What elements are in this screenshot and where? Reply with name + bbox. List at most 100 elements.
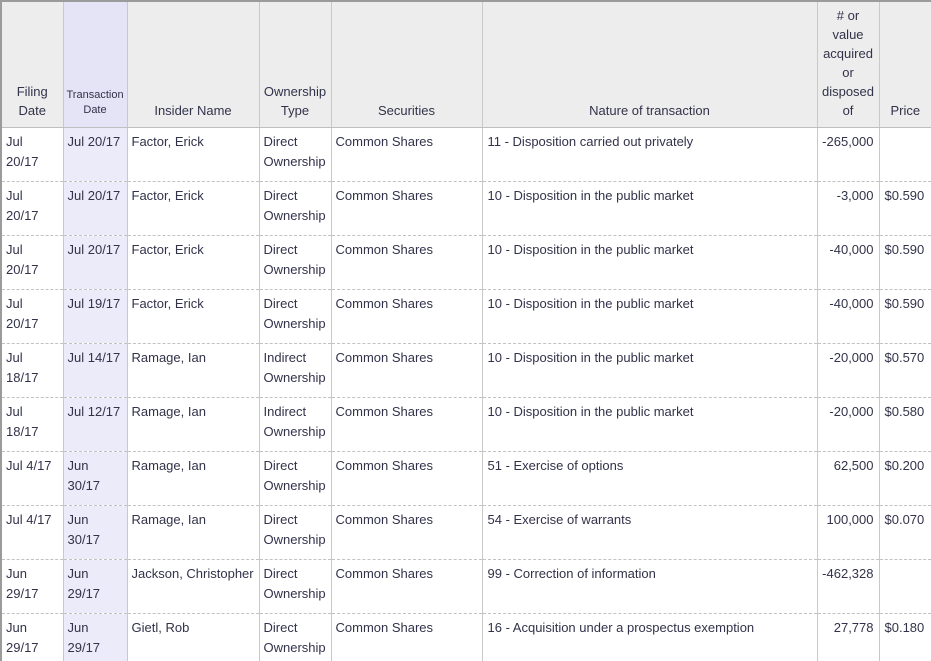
table-row: Jul 20/17 Jul 20/17 Factor, Erick Direct Ow… (1, 127, 931, 182)
col-header-ownership-type: Ownership Type (258, 1, 331, 128)
cell-nature: 11 - Disposition carried out privately (481, 127, 817, 182)
cell-amount: -20,000 (816, 397, 879, 452)
cell-amount: -3,000 (816, 181, 879, 236)
cell-ownership-type: Indirect Ownership (258, 397, 331, 452)
cell-securities: Common Shares (330, 181, 482, 236)
table-row: Jul 18/17 Jul 14/17 Ramage, Ian Indirect Ow… (1, 343, 931, 398)
cell-securities: Common Shares (330, 343, 482, 398)
cell-transaction-date: Jul 12/17 (62, 397, 127, 452)
cell-nature: 54 - Exercise of warrants (481, 505, 817, 560)
cell-price: $0.200 (878, 451, 931, 506)
col-header-securities: Securities (330, 1, 482, 128)
cell-transaction-date: Jun 29/17 (62, 559, 127, 614)
cell-ownership-type: Direct Ownership (258, 451, 331, 506)
col-header-price: Price (878, 1, 931, 128)
cell-price: $0.180 (878, 613, 931, 661)
cell-transaction-date: Jul 19/17 (62, 289, 127, 344)
cell-amount: -265,000 (816, 127, 879, 182)
cell-amount: 62,500 (816, 451, 879, 506)
cell-ownership-type: Direct Ownership (258, 613, 331, 661)
cell-amount: -40,000 (816, 289, 879, 344)
cell-amount: -20,000 (816, 343, 879, 398)
cell-insider-name: Ramage, Ian (126, 451, 259, 506)
cell-ownership-type: Direct Ownership (258, 181, 331, 236)
cell-filing-date: Jul 20/17 (1, 289, 63, 344)
cell-nature: 10 - Disposition in the public market (481, 181, 817, 236)
col-header-nature: Nature of transaction (481, 1, 817, 128)
cell-filing-date: Jul 18/17 (1, 397, 63, 452)
cell-ownership-type: Direct Ownership (258, 127, 331, 182)
cell-securities: Common Shares (330, 397, 482, 452)
cell-nature: 16 - Acquisition under a prospectus exem… (481, 613, 817, 661)
cell-nature: 10 - Disposition in the public market (481, 235, 817, 290)
cell-amount: 100,000 (816, 505, 879, 560)
cell-transaction-date: Jul 20/17 (62, 181, 127, 236)
cell-filing-date: Jul 4/17 (1, 451, 63, 506)
cell-amount: -462,328 (816, 559, 879, 614)
cell-insider-name: Ramage, Ian (126, 505, 259, 560)
col-header-transaction-date: Transaction Date (62, 1, 127, 128)
header-row: Filing Date Transaction Date Insider Nam… (1, 1, 931, 128)
cell-amount: 27,778 (816, 613, 879, 661)
cell-insider-name: Ramage, Ian (126, 343, 259, 398)
cell-insider-name: Factor, Erick (126, 127, 259, 182)
cell-transaction-date: Jun 29/17 (62, 613, 127, 661)
table-row: Jul 4/17 Jun 30/17 Ramage, Ian Direct Owner… (1, 451, 931, 506)
cell-securities: Common Shares (330, 451, 482, 506)
table-row: Jun 29/17 Jun 29/17 Jackson, Christopher Di… (1, 559, 931, 614)
cell-insider-name: Jackson, Christopher (126, 559, 259, 614)
cell-ownership-type: Direct Ownership (258, 559, 331, 614)
cell-price: $0.590 (878, 235, 931, 290)
table-body: Jul 20/17 Jul 20/17 Factor, Erick Direct Ow… (1, 127, 931, 661)
col-header-insider-name: Insider Name (126, 1, 259, 128)
cell-filing-date: Jul 20/17 (1, 181, 63, 236)
table-row: Jul 4/17 Jun 30/17 Ramage, Ian Direct Owner… (1, 505, 931, 560)
cell-securities: Common Shares (330, 289, 482, 344)
cell-filing-date: Jun 29/17 (1, 613, 63, 661)
cell-insider-name: Gietl, Rob (126, 613, 259, 661)
cell-insider-name: Factor, Erick (126, 289, 259, 344)
cell-price (878, 127, 931, 182)
col-header-amount: # or value acquired or disposed of (816, 1, 879, 128)
cell-filing-date: Jul 18/17 (1, 343, 63, 398)
table-row: Jun 29/17 Jun 29/17 Gietl, Rob Direct Owner… (1, 613, 931, 661)
cell-ownership-type: Direct Ownership (258, 235, 331, 290)
cell-securities: Common Shares (330, 127, 482, 182)
cell-filing-date: Jul 4/17 (1, 505, 63, 560)
table-row: Jul 20/17 Jul 19/17 Factor, Erick Direct Ow… (1, 289, 931, 344)
cell-filing-date: Jul 20/17 (1, 235, 63, 290)
cell-nature: 99 - Correction of information (481, 559, 817, 614)
cell-price: $0.590 (878, 181, 931, 236)
cell-price: $0.590 (878, 289, 931, 344)
table-row: Jul 20/17 Jul 20/17 Factor, Erick Direct Ow… (1, 181, 931, 236)
cell-price: $0.580 (878, 397, 931, 452)
cell-filing-date: Jul 20/17 (1, 127, 63, 182)
col-header-filing-date: Filing Date (1, 1, 63, 128)
cell-insider-name: Ramage, Ian (126, 397, 259, 452)
cell-filing-date: Jun 29/17 (1, 559, 63, 614)
cell-securities: Common Shares (330, 613, 482, 661)
cell-ownership-type: Indirect Ownership (258, 343, 331, 398)
table-row: Jul 18/17 Jul 12/17 Ramage, Ian Indirect Ow… (1, 397, 931, 452)
cell-amount: -40,000 (816, 235, 879, 290)
cell-securities: Common Shares (330, 235, 482, 290)
cell-insider-name: Factor, Erick (126, 181, 259, 236)
cell-price: $0.070 (878, 505, 931, 560)
cell-nature: 10 - Disposition in the public market (481, 397, 817, 452)
cell-price (878, 559, 931, 614)
cell-transaction-date: Jun 30/17 (62, 451, 127, 506)
cell-nature: 10 - Disposition in the public market (481, 289, 817, 344)
cell-transaction-date: Jul 20/17 (62, 235, 127, 290)
cell-securities: Common Shares (330, 505, 482, 560)
cell-transaction-date: Jul 14/17 (62, 343, 127, 398)
cell-nature: 51 - Exercise of options (481, 451, 817, 506)
cell-transaction-date: Jul 20/17 (62, 127, 127, 182)
cell-securities: Common Shares (330, 559, 482, 614)
table-header: Filing Date Transaction Date Insider Nam… (1, 1, 931, 128)
cell-ownership-type: Direct Ownership (258, 289, 331, 344)
cell-insider-name: Factor, Erick (126, 235, 259, 290)
cell-nature: 10 - Disposition in the public market (481, 343, 817, 398)
cell-ownership-type: Direct Ownership (258, 505, 331, 560)
